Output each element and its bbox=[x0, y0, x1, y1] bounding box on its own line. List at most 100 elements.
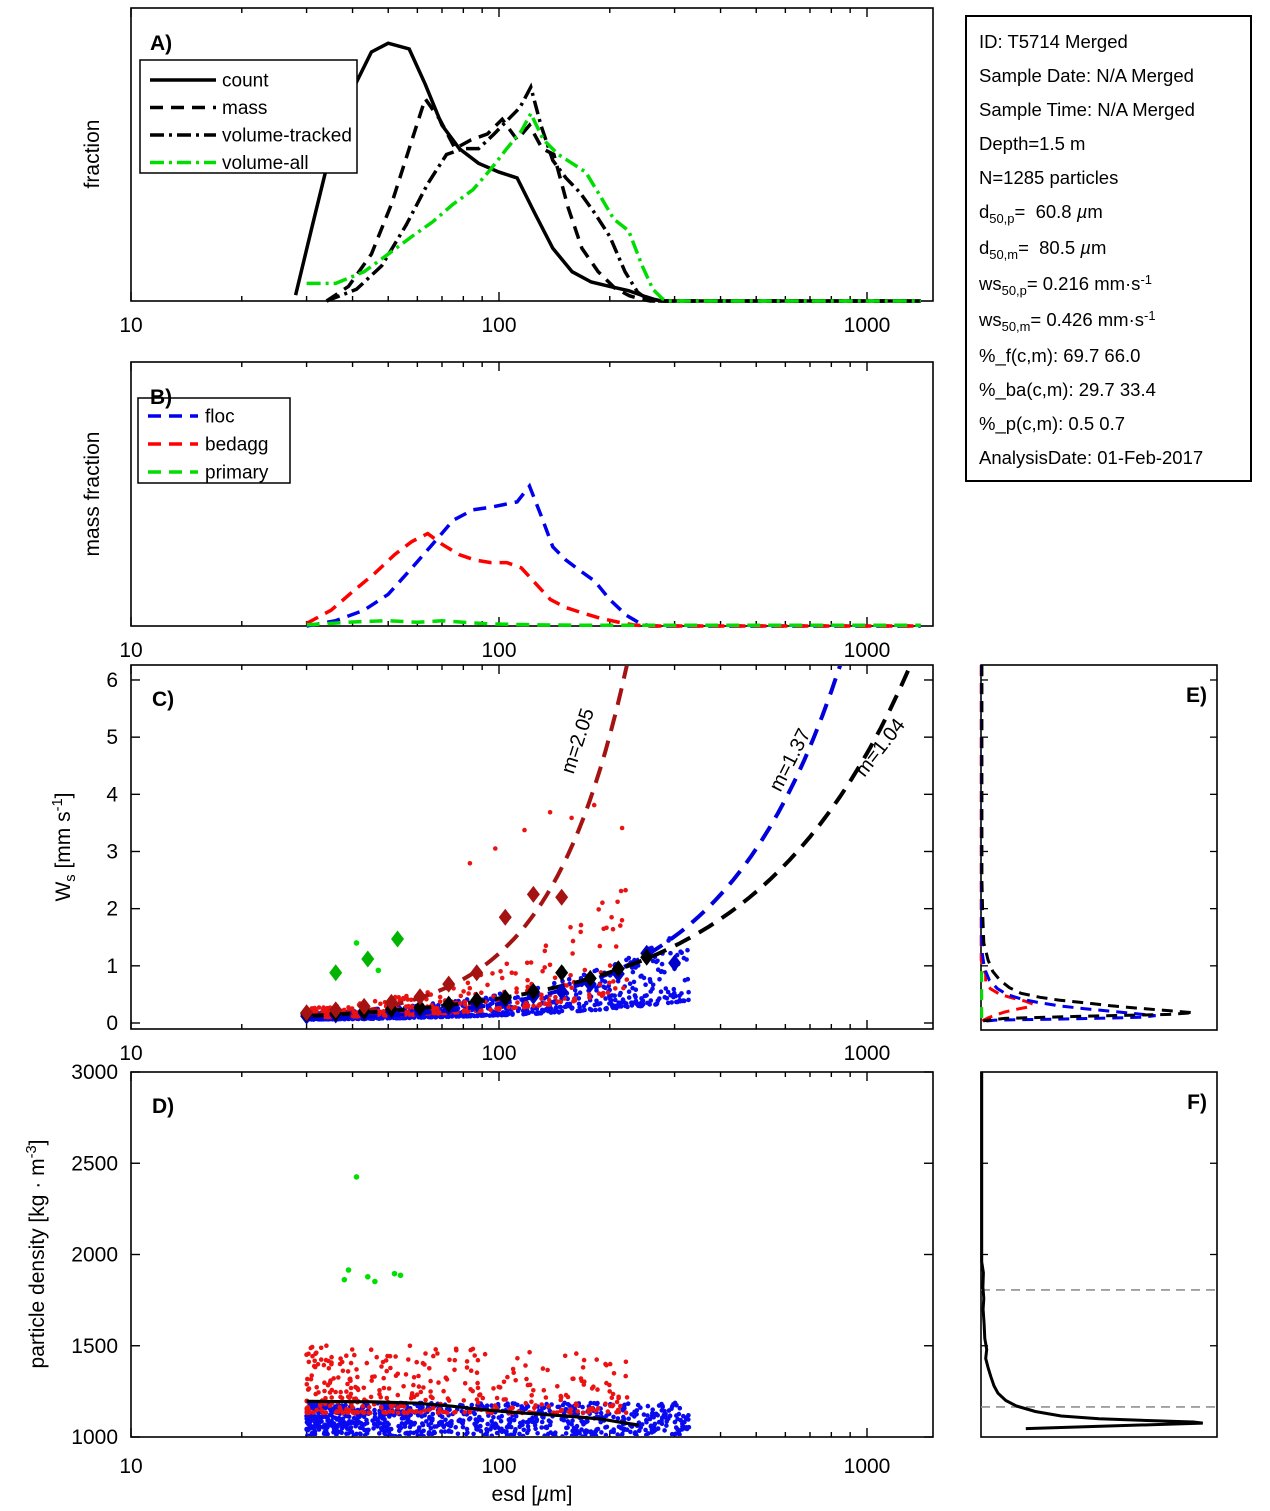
series-primary bbox=[306, 618, 921, 627]
y-axis-label: mass fraction bbox=[81, 432, 104, 557]
primary-scatter bbox=[353, 940, 382, 974]
y-tick-label: 3 bbox=[106, 840, 118, 863]
x-tick-label: 10 bbox=[119, 639, 142, 662]
x-ticks bbox=[130, 8, 868, 301]
panel-letter: E) bbox=[1186, 684, 1207, 707]
panel-letter: A) bbox=[150, 32, 172, 55]
info-line-3: Sample Time: N/A Merged bbox=[979, 99, 1195, 120]
panel-letter: B) bbox=[150, 386, 172, 409]
axes-box bbox=[130, 664, 934, 1030]
median-diamond bbox=[498, 908, 512, 926]
legend-label: volume-tracked bbox=[222, 126, 352, 147]
median-diamond bbox=[555, 964, 569, 982]
info-line-1: ID: T5714 Merged bbox=[979, 31, 1128, 52]
x-tick-label: 1000 bbox=[844, 1042, 891, 1065]
series-count bbox=[293, 41, 921, 303]
median-diamond bbox=[442, 975, 456, 993]
info-line-7: d50,m= 80.5 µm bbox=[979, 237, 1107, 262]
info-line-2: Sample Date: N/A Merged bbox=[979, 65, 1194, 86]
y-tick-label: 3000 bbox=[71, 1061, 118, 1084]
legend-box bbox=[137, 397, 291, 484]
median-diamond bbox=[442, 995, 456, 1013]
x-tick-label: 100 bbox=[481, 314, 516, 337]
median-diamond bbox=[526, 983, 540, 1001]
x-tick-label: 10 bbox=[119, 1042, 142, 1065]
axes-box bbox=[980, 1071, 1218, 1438]
x-tick-label: 10 bbox=[119, 314, 142, 337]
fit-label: m=1.37 bbox=[765, 725, 815, 795]
median-diamond bbox=[413, 988, 427, 1006]
y-tick-label: 1 bbox=[106, 955, 118, 978]
y-tick-label: 6 bbox=[106, 669, 118, 692]
info-line-5: N=1285 particles bbox=[979, 167, 1119, 188]
x-tick-label: 100 bbox=[481, 1042, 516, 1065]
series-floc bbox=[306, 482, 921, 628]
x-tick-label: 10 bbox=[119, 1455, 142, 1478]
median-diamond bbox=[583, 969, 597, 987]
median-diamond bbox=[391, 930, 405, 948]
median-diamond bbox=[329, 1001, 343, 1019]
bedagg-scatter bbox=[304, 1343, 630, 1416]
series-bedagg bbox=[305, 531, 921, 628]
y-axis-label: Ws [mm s-1] bbox=[50, 792, 79, 901]
median-diamond bbox=[611, 960, 625, 978]
x-axis-label: esd [µm] bbox=[492, 1483, 573, 1506]
median-diamond bbox=[329, 964, 343, 982]
series-mass bbox=[325, 94, 921, 303]
median-diamond bbox=[498, 989, 512, 1007]
ws-profile-all bbox=[980, 665, 1194, 1023]
median-diamond bbox=[526, 885, 540, 903]
legend-label: bedagg bbox=[205, 435, 268, 456]
panel-F: F) bbox=[980, 1071, 1218, 1438]
x-ticks bbox=[130, 665, 868, 1029]
info-line-4: Depth=1.5 m bbox=[979, 133, 1086, 154]
panel-D: 1000 1500 2000 2500 3000 D) particle density [… bbox=[24, 1061, 934, 1506]
legend-label: mass bbox=[222, 98, 267, 119]
fit-curve-all-fit bbox=[306, 666, 913, 1018]
y-tick-label: 0 bbox=[106, 1012, 118, 1035]
bedagg-scatter bbox=[304, 802, 633, 1020]
y-tick-label: 4 bbox=[106, 783, 118, 806]
x-tick-label: 1000 bbox=[844, 314, 891, 337]
median-diamond bbox=[555, 888, 569, 906]
panel-E: E) bbox=[979, 664, 1218, 1031]
ws-profile-floc bbox=[980, 665, 1156, 1023]
axes-box bbox=[130, 361, 934, 627]
y-tick-label: 1500 bbox=[71, 1335, 118, 1358]
info-line-6: d50,p= 60.8 µm bbox=[979, 201, 1103, 226]
x-tick-label: 100 bbox=[481, 1455, 516, 1478]
x-tick-label: 100 bbox=[481, 639, 516, 662]
y-axis-label: fraction bbox=[81, 120, 104, 189]
x-ticks bbox=[130, 1072, 868, 1437]
y-tick-label: 2 bbox=[106, 898, 118, 921]
density-distribution bbox=[980, 1072, 1203, 1431]
info-line-10: %_f(c,m): 69.7 66.0 bbox=[979, 345, 1141, 366]
median-density-line bbox=[306, 1399, 640, 1427]
primary-median-diamonds bbox=[329, 930, 405, 982]
axes-box bbox=[130, 1071, 934, 1438]
y-tick-label: 5 bbox=[106, 726, 118, 749]
legend-label: floc bbox=[205, 407, 235, 428]
median-diamond bbox=[357, 997, 371, 1015]
median-diamond bbox=[668, 954, 682, 972]
panel-letter: C) bbox=[152, 688, 174, 711]
fit-curve-bedagg-fit bbox=[306, 666, 629, 1020]
series-volume-tracked bbox=[325, 82, 921, 303]
info-box: ID: T5714 Merged Sample Date: N/A Merged S… bbox=[965, 15, 1252, 482]
median-diamond bbox=[555, 983, 569, 1001]
series-volume-all bbox=[306, 109, 921, 303]
panel-letter: F) bbox=[1187, 1091, 1207, 1114]
median-diamond bbox=[300, 1004, 314, 1022]
fit-curve-floc-fit bbox=[306, 666, 843, 1022]
legend-label: count bbox=[222, 71, 269, 92]
legend-label: volume-all bbox=[222, 153, 309, 174]
info-line-13: AnalysisDate: 01-Feb-2017 bbox=[979, 447, 1204, 468]
median-diamond bbox=[470, 964, 484, 982]
panel-B: floc bedagg primary B) mass fraction 10 100 100… bbox=[81, 361, 934, 662]
median-diamond bbox=[470, 991, 484, 1009]
ws-profile-bedagg bbox=[979, 665, 1037, 1023]
median-diamond bbox=[384, 993, 398, 1011]
